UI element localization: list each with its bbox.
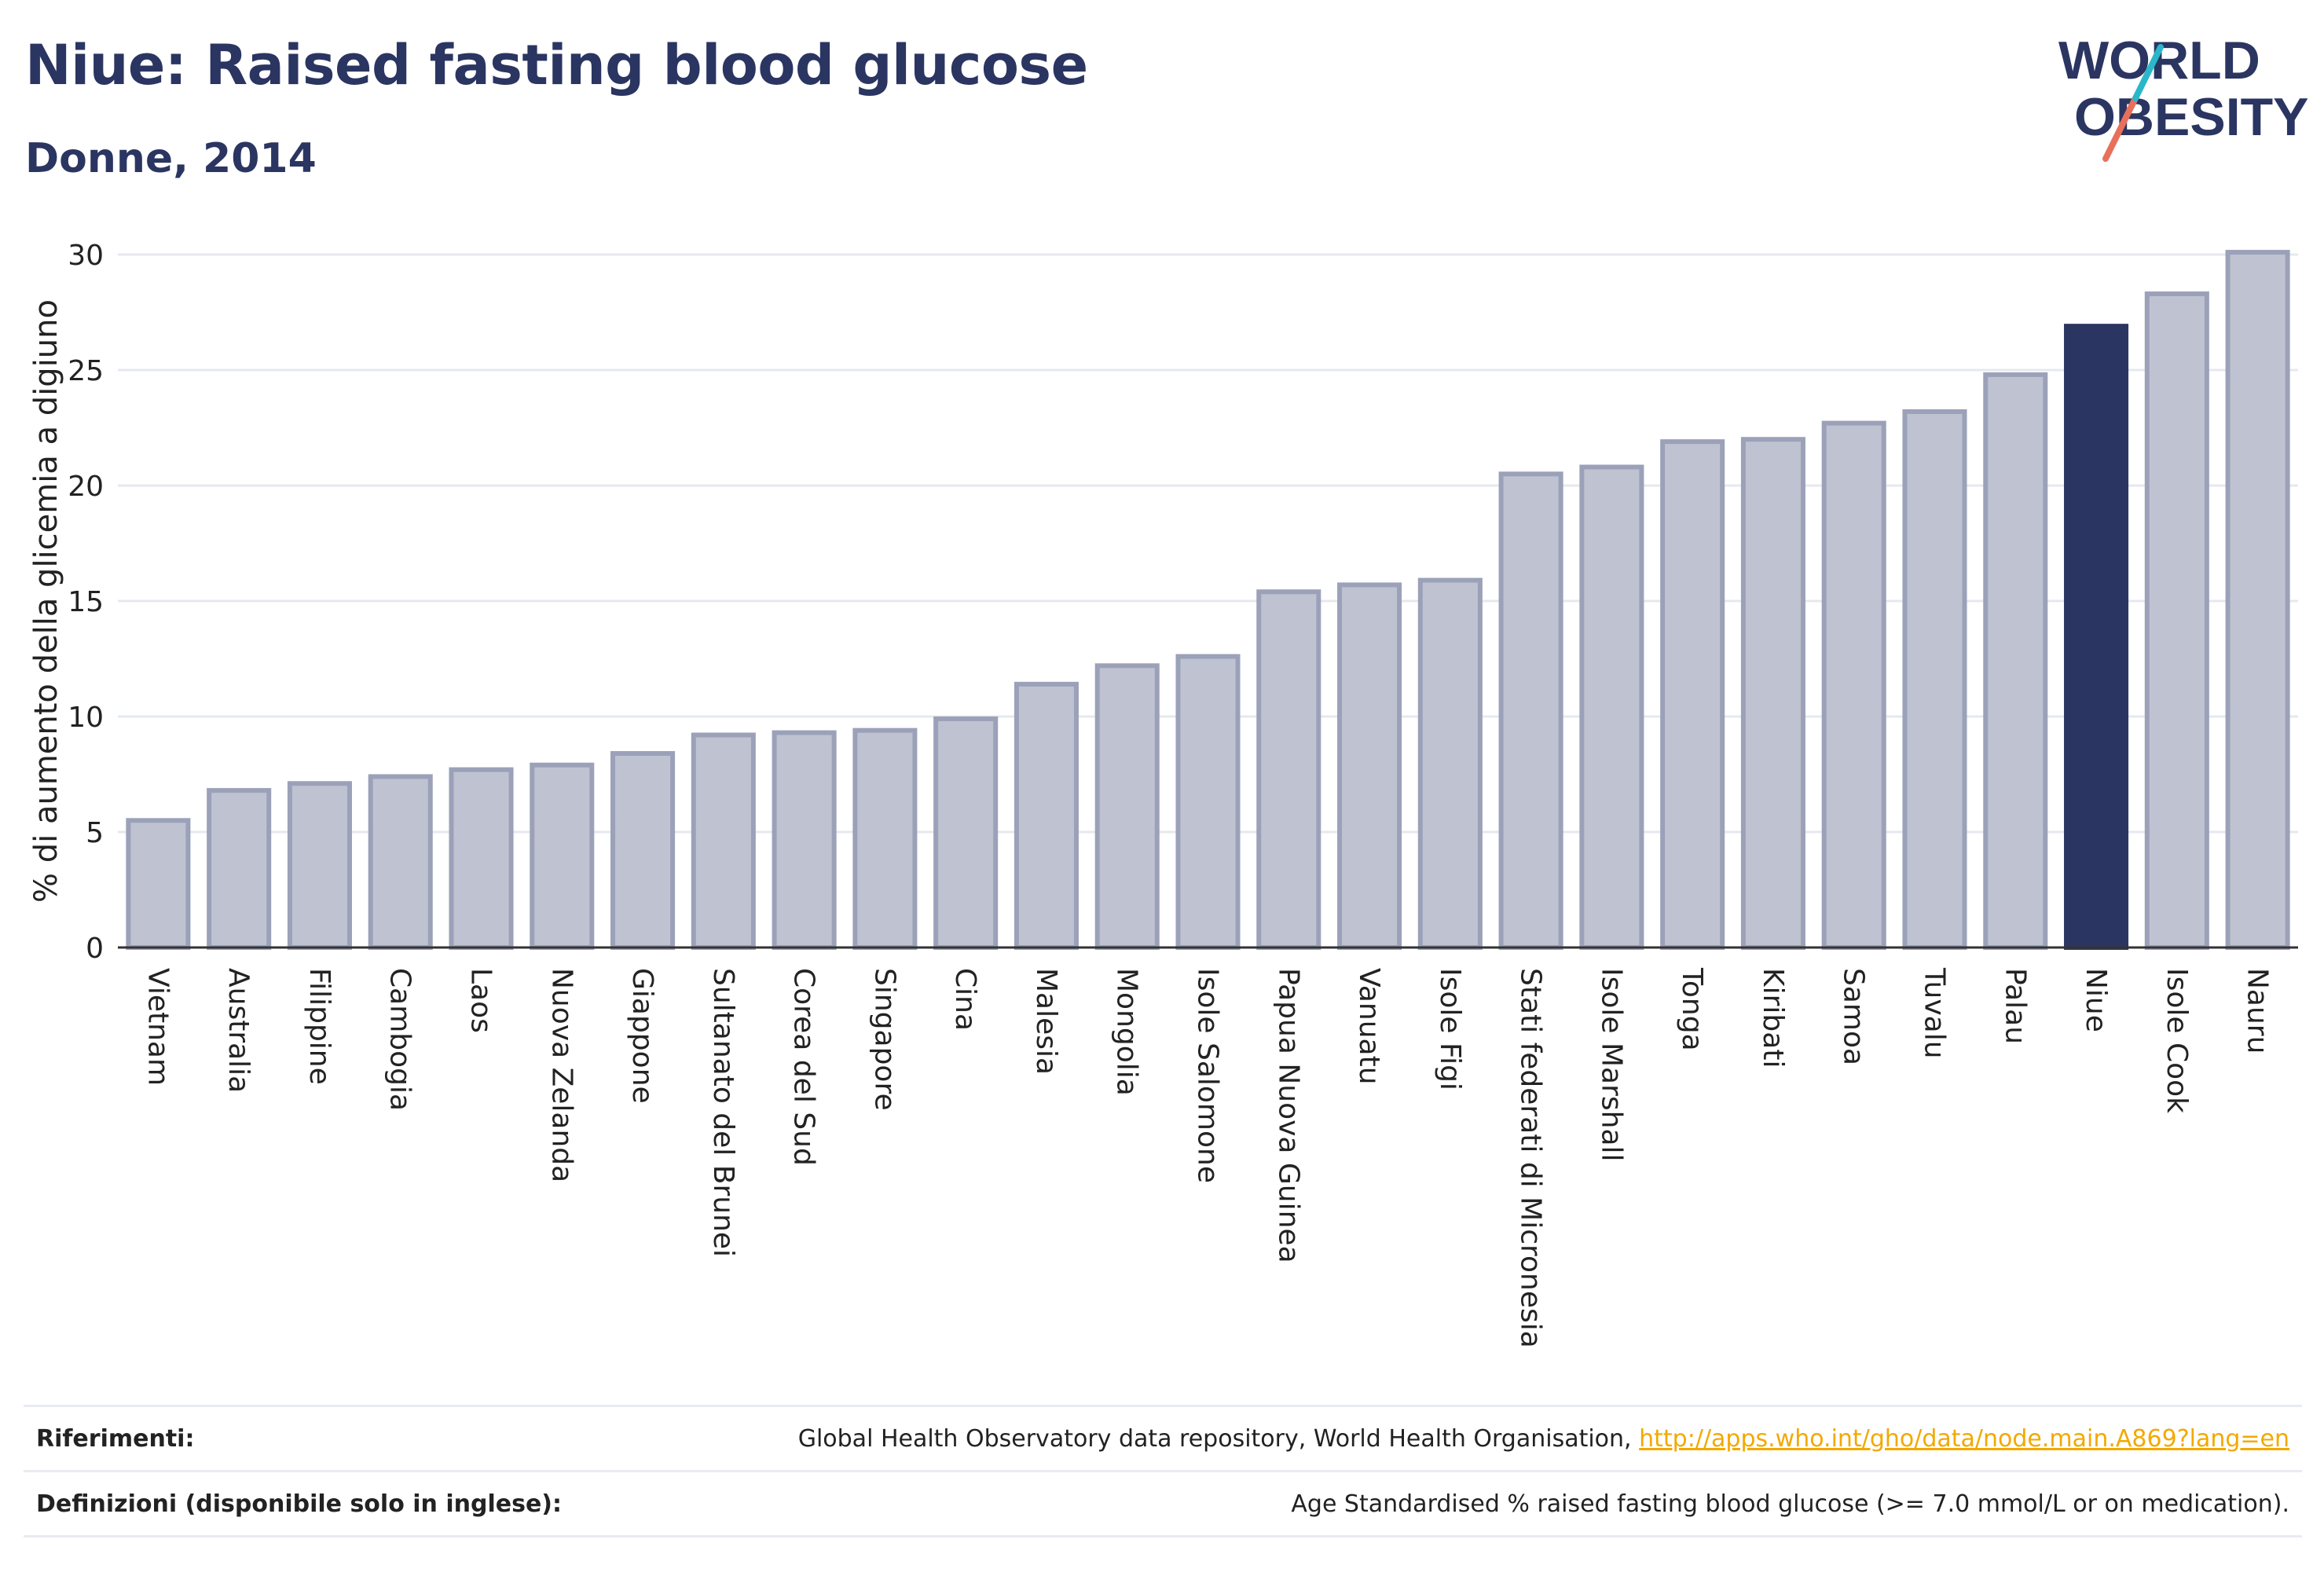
bar-laos (449, 767, 514, 950)
x-tick-label: Isole Marshall (1595, 968, 1627, 1162)
y-tick-label: 15 (68, 586, 104, 618)
bar-chart: 0 5 10 15 20 25 30 Vietnam Australia Filippine Ca… (28, 240, 2298, 1348)
bar-stati-federati-di-micronesia (1498, 471, 1563, 950)
bar-isole-cook (2144, 291, 2209, 951)
y-tick-label: 20 (68, 471, 104, 503)
bar-isole-marshall (1579, 464, 1644, 950)
y-tick-label: 10 (68, 702, 104, 734)
chart-title: Niue: Raised fasting blood glucose (25, 33, 1088, 97)
x-tick-label: Tonga (1676, 967, 1708, 1051)
bar-isole-figi (1417, 577, 1483, 950)
bar-cambogia (368, 774, 433, 950)
bar-palau (1983, 372, 2048, 950)
chart-subtitle: Donne, 2014 (25, 135, 317, 182)
y-axis-ticks: 0 5 10 15 20 25 30 (68, 240, 104, 965)
x-tick-label: Singapore (868, 968, 900, 1111)
bar-corea-del-sud (772, 730, 837, 951)
x-tick-label: Vietnam (141, 968, 174, 1086)
references-row: Riferimenti: Global Health Observatory d… (24, 1405, 2302, 1470)
bar-tuvalu (1902, 409, 1967, 950)
x-tick-label: Cambogia (384, 968, 416, 1111)
x-tick-label: Sultanato del Brunei (707, 968, 739, 1257)
x-axis-ticks: Vietnam Australia Filippine Cambogia Laos Nuo… (141, 967, 2273, 1348)
x-tick-label: Samoa (1838, 968, 1870, 1065)
definitions-text: Age Standardised % raised fasting blood … (1291, 1490, 2289, 1518)
logo-slash-teal (2132, 44, 2164, 101)
references-value: Global Health Observatory data repositor… (798, 1425, 2302, 1453)
x-tick-label: Corea del Sud (788, 968, 820, 1166)
x-tick-label: Nauru (2242, 968, 2274, 1054)
bar-australia (207, 788, 272, 951)
x-tick-label: Filippine (303, 968, 335, 1085)
bar-sultanato-del-brunei (691, 732, 756, 951)
x-tick-label: Isole Salomone (1192, 968, 1224, 1183)
references-text: Global Health Observatory data repositor… (797, 1424, 1632, 1453)
world-obesity-logo: WORLD OBESITY (2058, 31, 2309, 162)
bar-singapore (852, 728, 918, 950)
bar-malesia (1014, 681, 1079, 951)
references-label: Riferimenti: (36, 1424, 195, 1453)
x-tick-label: Niue (2080, 968, 2112, 1032)
bar-nauru (2225, 250, 2290, 950)
bar-mongolia (1094, 663, 1160, 950)
bar-samoa (1821, 420, 1886, 950)
footer: Riferimenti: Global Health Observatory d… (24, 1405, 2302, 1538)
bar-niue (2064, 324, 2129, 950)
references-link[interactable]: http://apps.who.int/gho/data/node.main.A… (1639, 1424, 2289, 1453)
x-tick-label: Vanuatu (1353, 968, 1385, 1085)
x-tick-label: Malesia (1030, 968, 1062, 1075)
bar-papua-nuova-guinea (1256, 589, 1321, 950)
x-tick-label: Australia (222, 968, 255, 1093)
x-tick-label: Nuova Zelanda (545, 968, 577, 1182)
bar-filippine (287, 781, 352, 951)
bar-nuova-zelanda (530, 762, 595, 950)
bar-vanuatu (1337, 582, 1402, 950)
definitions-row: Definizioni (disponibile solo in inglese… (24, 1470, 2302, 1538)
x-tick-label: Laos (465, 968, 497, 1033)
y-tick-label: 5 (86, 817, 104, 849)
y-tick-label: 0 (86, 933, 104, 965)
definitions-label: Definizioni (disponibile solo in inglese… (36, 1490, 562, 1518)
x-tick-label: Kiribati (1757, 968, 1789, 1068)
x-tick-label: Isole Figi (1434, 968, 1466, 1090)
bar-tonga (1660, 439, 1725, 950)
bar-giappone (610, 751, 676, 950)
x-tick-label: Papua Nuova Guinea (1272, 968, 1304, 1263)
logo-slash-coral (2102, 95, 2139, 162)
y-tick-label: 25 (68, 355, 104, 387)
x-tick-label: Palau (1999, 968, 2031, 1044)
logo-line1: WORLD (2058, 31, 2260, 90)
bar-vietnam (126, 818, 191, 951)
x-tick-label: Mongolia (1111, 968, 1143, 1096)
bar-cina (933, 716, 999, 950)
x-tick-label: Giappone (626, 968, 658, 1104)
x-tick-label: Cina (949, 968, 981, 1031)
x-tick-label: Tuvalu (1919, 967, 1951, 1059)
x-tick-label: Isole Cook (2161, 968, 2193, 1113)
x-tick-label: Stati federati di Micronesia (1515, 968, 1547, 1348)
y-tick-label: 30 (68, 240, 104, 272)
bar-isole-salomone (1175, 654, 1241, 950)
y-axis-label: % di aumento della glicemia a digiuno (28, 299, 64, 903)
bar-kiribati (1740, 437, 1805, 950)
